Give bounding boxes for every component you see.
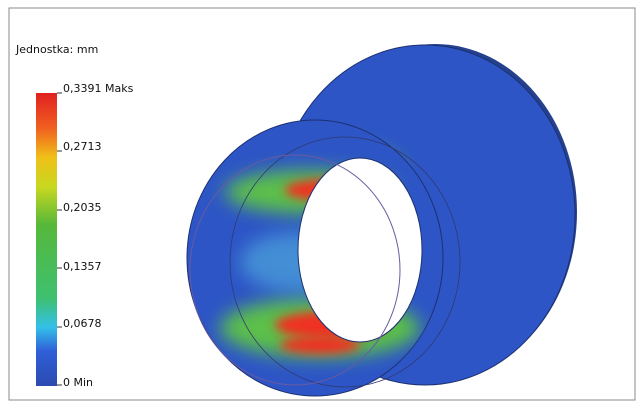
- scale-label: 0,0678: [63, 317, 102, 330]
- fea-result-view: Jednostka: mm 0,3391 Maks 0,2713 0,2035 …: [0, 0, 644, 406]
- scale-label: 0,2035: [63, 201, 102, 214]
- scale-label: 0,1357: [63, 260, 102, 273]
- color-scale: [36, 93, 57, 386]
- scale-label: 0 Min: [63, 376, 93, 389]
- legend-title: Jednostka: mm: [15, 43, 98, 56]
- scale-label: 0,3391 Maks: [63, 82, 134, 95]
- scale-label: 0,2713: [63, 140, 102, 153]
- bore-hole: [298, 158, 422, 342]
